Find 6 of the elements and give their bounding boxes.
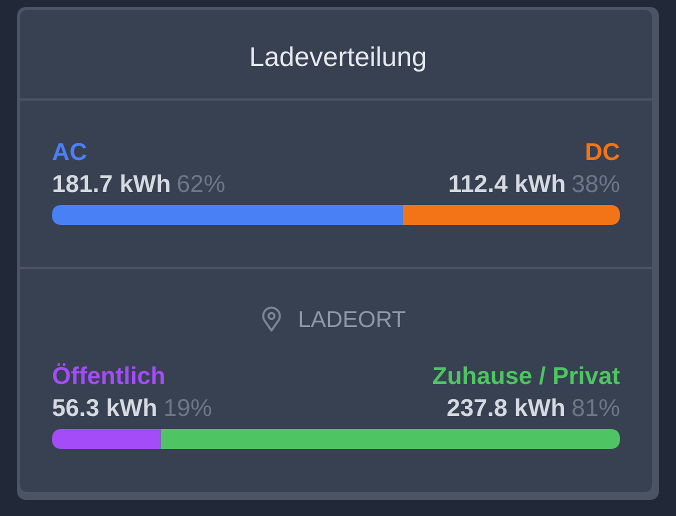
chart-title: Ladeverteilung [251, 46, 426, 72]
chart-title: LADEORT [300, 311, 406, 328]
series-label: DC [586, 143, 620, 160]
series-label: Zuhause / Privat [432, 366, 620, 384]
series-label: AC [52, 143, 86, 160]
series-label: Öffentlich [53, 363, 164, 384]
